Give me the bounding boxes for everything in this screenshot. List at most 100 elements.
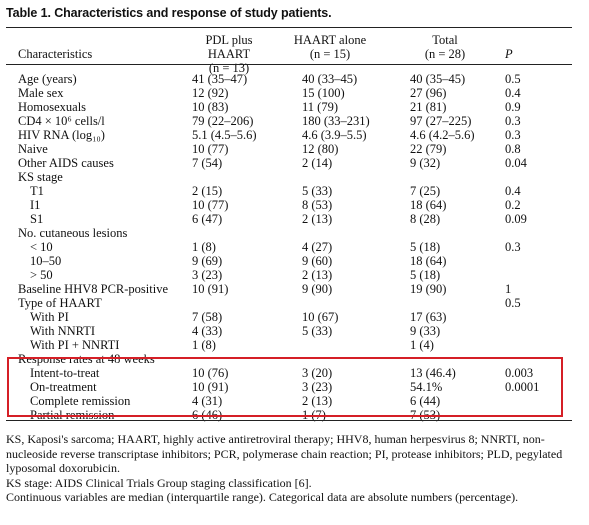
table-row: Intent-to-treat 10 (76) 3 (20) 13 (46.4) 0.0… xyxy=(0,366,589,380)
cell-p-value: 0.9 xyxy=(505,100,521,114)
table-row: With NNRTI 4 (33) 5 (33) 9 (33) xyxy=(0,324,589,338)
cell-haart-alone: 12 (80) xyxy=(302,142,339,156)
row-label: Naive xyxy=(18,142,48,156)
cell-pdl-plus-haart: 41 (35–47) xyxy=(192,72,248,86)
cell-p-value: 0.2 xyxy=(505,198,521,212)
header-total-label: Total xyxy=(432,33,458,47)
cell-p-value: 0.4 xyxy=(505,86,521,100)
row-label: Response rates at 48 weeks xyxy=(18,352,155,366)
table-row: Type of HAART 0.5 xyxy=(0,296,589,310)
note-ks-stage: KS stage: AIDS Clinical Trials Group sta… xyxy=(6,475,312,490)
row-label: HIV RNA (log₁₀) xyxy=(18,128,105,142)
header-haart-n: (n = 15) xyxy=(309,47,351,61)
table-row: With PI + NNRTI 1 (8) 1 (4) xyxy=(0,338,589,352)
note-abbreviations: KS, Kaposi's sarcoma; HAART, highly acti… xyxy=(6,432,563,475)
cell-haart-alone: 180 (33–231) xyxy=(302,114,370,128)
cell-haart-alone: 4 (27) xyxy=(302,240,333,254)
cell-pdl-plus-haart: 10 (91) xyxy=(192,282,229,296)
table-row: On-treatment 10 (91) 3 (23) 54.1% 0.0001 xyxy=(0,380,589,394)
header-haart-alone: HAART alone (n = 15) xyxy=(290,33,370,61)
cell-haart-alone: 3 (20) xyxy=(302,366,333,380)
table-row: No. cutaneous lesions xyxy=(0,226,589,240)
cell-haart-alone: 5 (33) xyxy=(302,324,333,338)
cell-p-value: 0.0001 xyxy=(505,380,540,394)
row-label: Age (years) xyxy=(18,72,77,86)
table-notes: KS, Kaposi's sarcoma; HAART, highly acti… xyxy=(6,432,566,505)
header-haart-label: HAART alone xyxy=(293,33,367,47)
cell-total: 9 (33) xyxy=(410,324,441,338)
row-label: Male sex xyxy=(18,86,64,100)
row-label: With PI + NNRTI xyxy=(30,338,120,352)
cell-haart-alone: 9 (60) xyxy=(302,254,333,268)
cell-total: 54.1% xyxy=(410,380,443,394)
cell-total: 4.6 (4.2–5.6) xyxy=(410,128,475,142)
cell-total: 9 (32) xyxy=(410,156,441,170)
header-pdl-plus-haart: PDL plus HAART (n = 13) xyxy=(188,33,270,75)
header-rule xyxy=(6,64,572,65)
cell-total: 18 (64) xyxy=(410,254,447,268)
row-label: 10–50 xyxy=(30,254,62,268)
cell-haart-alone: 10 (67) xyxy=(302,310,339,324)
cell-total: 7 (25) xyxy=(410,184,441,198)
cell-haart-alone: 15 (100) xyxy=(302,86,345,100)
table-row: Male sex 12 (92) 15 (100) 27 (96) 0.4 xyxy=(0,86,589,100)
cell-pdl-plus-haart: 4 (31) xyxy=(192,394,223,408)
cell-p-value: 0.04 xyxy=(505,156,527,170)
table-row: CD4 × 10⁶ cells/l 79 (22–206) 180 (33–231)… xyxy=(0,114,589,128)
cell-total: 19 (90) xyxy=(410,282,447,296)
cell-p-value: 0.003 xyxy=(505,366,534,380)
cell-haart-alone: 2 (13) xyxy=(302,394,333,408)
cell-total: 1 (4) xyxy=(410,338,434,352)
cell-total: 40 (35–45) xyxy=(410,72,466,86)
cell-pdl-plus-haart: 10 (76) xyxy=(192,366,229,380)
header-total-n: (n = 28) xyxy=(424,47,466,61)
cell-total: 17 (63) xyxy=(410,310,447,324)
cell-total: 18 (64) xyxy=(410,198,447,212)
cell-pdl-plus-haart: 12 (92) xyxy=(192,86,229,100)
cell-p-value: 0.3 xyxy=(505,240,521,254)
cell-pdl-plus-haart: 10 (83) xyxy=(192,100,229,114)
cell-haart-alone: 5 (33) xyxy=(302,184,333,198)
header-p: P xyxy=(505,47,513,61)
row-label: With NNRTI xyxy=(30,324,96,338)
cell-total: 6 (44) xyxy=(410,394,441,408)
cell-pdl-plus-haart: 10 (77) xyxy=(192,198,229,212)
cell-haart-alone: 8 (53) xyxy=(302,198,333,212)
row-label: Intent-to-treat xyxy=(30,366,100,380)
table-row: With PI 7 (58) 10 (67) 17 (63) xyxy=(0,310,589,324)
cell-p-value: 0.4 xyxy=(505,184,521,198)
cell-haart-alone: 2 (13) xyxy=(302,212,333,226)
cell-p-value: 0.8 xyxy=(505,142,521,156)
row-label: I1 xyxy=(30,198,41,212)
note-variables: Continuous variables are median (interqu… xyxy=(6,490,519,504)
table-row: Other AIDS causes 7 (54) 2 (14) 9 (32) 0.04 xyxy=(0,156,589,170)
header-total: Total (n = 28) xyxy=(400,33,490,61)
cell-haart-alone: 9 (90) xyxy=(302,282,333,296)
table-row: Complete remission 4 (31) 2 (13) 6 (44) xyxy=(0,394,589,408)
bottom-rule xyxy=(6,420,572,421)
cell-pdl-plus-haart: 10 (91) xyxy=(192,380,229,394)
cell-total: 22 (79) xyxy=(410,142,447,156)
row-label: Type of HAART xyxy=(18,296,102,310)
table-row: I1 10 (77) 8 (53) 18 (64) 0.2 xyxy=(0,198,589,212)
table-row: Response rates at 48 weeks xyxy=(0,352,589,366)
row-label: CD4 × 10⁶ cells/l xyxy=(18,114,105,128)
row-label: S1 xyxy=(30,212,44,226)
cell-pdl-plus-haart: 9 (69) xyxy=(192,254,223,268)
cell-p-value: 1 xyxy=(505,282,512,296)
table-row: S1 6 (47) 2 (13) 8 (28) 0.09 xyxy=(0,212,589,226)
cell-haart-alone: 4.6 (3.9–5.5) xyxy=(302,128,367,142)
cell-total: 13 (46.4) xyxy=(410,366,456,380)
cell-p-value: 0.5 xyxy=(505,296,521,310)
cell-pdl-plus-haart: 5.1 (4.5–5.6) xyxy=(192,128,257,142)
cell-p-value: 0.5 xyxy=(505,72,521,86)
row-label: On-treatment xyxy=(30,380,97,394)
table-row: > 50 3 (23) 2 (13) 5 (18) xyxy=(0,268,589,282)
cell-pdl-plus-haart: 7 (58) xyxy=(192,310,223,324)
table-row: Homosexuals 10 (83) 11 (79) 21 (81) 0.9 xyxy=(0,100,589,114)
row-label: T1 xyxy=(30,184,44,198)
top-rule xyxy=(6,27,572,28)
table-title: Table 1. Characteristics and response of… xyxy=(6,6,332,20)
cell-total: 27 (96) xyxy=(410,86,447,100)
cell-p-value: 0.3 xyxy=(505,128,521,142)
